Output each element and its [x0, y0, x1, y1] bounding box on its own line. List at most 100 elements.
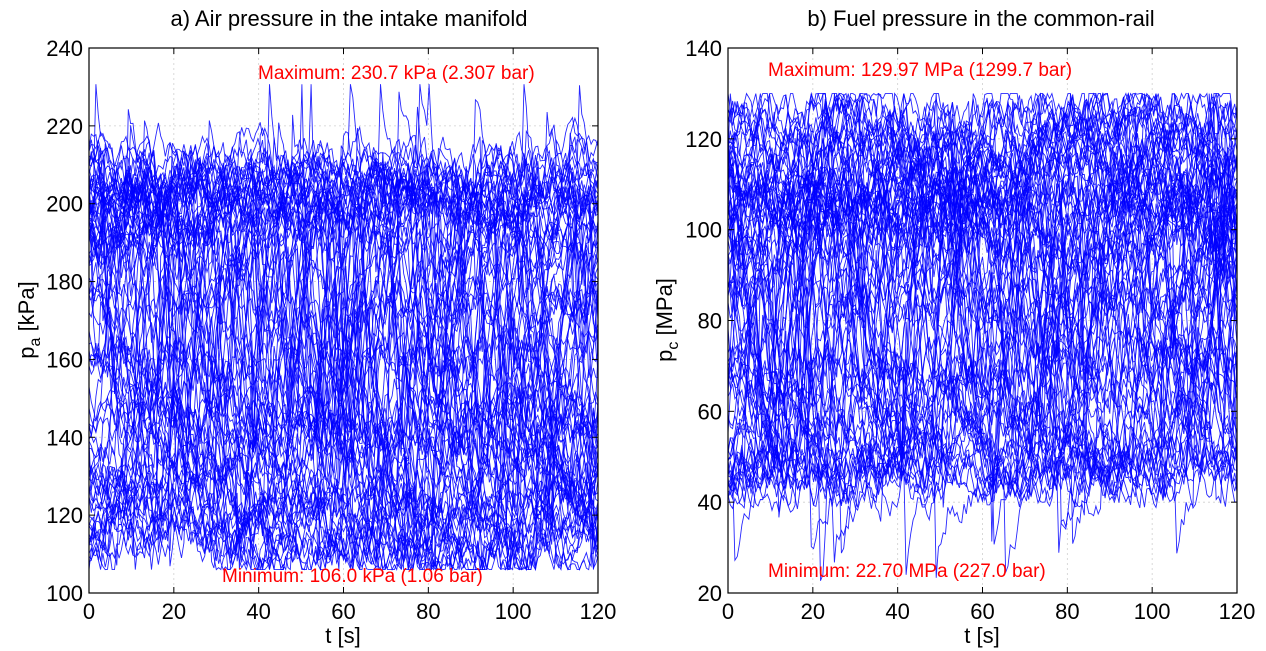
x-tick-label: 120 [580, 599, 617, 624]
pressure-trace [727, 130, 1238, 471]
pressure-trace [88, 130, 599, 540]
x-tick-label: 120 [1219, 599, 1256, 624]
x-tick-label: 100 [495, 599, 532, 624]
max-annotation: Maximum: 129.97 MPa (1299.7 bar) [768, 60, 1072, 81]
pressure-trace [727, 144, 1238, 516]
y-axis-symbol: p [14, 346, 39, 358]
pressure-trace [727, 180, 1238, 550]
pressure-trace [727, 92, 1238, 492]
pressure-trace [727, 93, 1238, 396]
x-tick-label: 40 [885, 599, 909, 624]
y-tick-label: 140 [46, 425, 83, 450]
pressure-trace [727, 101, 1238, 483]
pressure-trace [88, 153, 599, 570]
pressure-trace [88, 135, 599, 571]
y-tick-label: 160 [46, 347, 83, 372]
chart-title: a) Air pressure in the intake manifold [170, 6, 527, 31]
pressure-trace [88, 120, 599, 570]
x-tick-label: 20 [801, 599, 825, 624]
pressure-trace [727, 93, 1238, 509]
x-tick-label: 0 [722, 599, 734, 624]
pressure-trace [88, 162, 599, 460]
pressure-trace [88, 120, 599, 541]
pressure-trace [88, 122, 599, 539]
chart-title: b) Fuel pressure in the common-rail [807, 6, 1154, 31]
pressure-trace [88, 247, 599, 570]
min-annotation: Minimum: 22.70 MPa (227.0 bar) [768, 561, 1046, 582]
pressure-trace [727, 98, 1238, 503]
chart-panel-b: b) Fuel pressure in the common-rail 20 40… [652, 6, 1255, 648]
pressure-trace [727, 92, 1238, 468]
pressure-trace [727, 118, 1238, 485]
pressure-trace [88, 130, 599, 537]
pressure-trace [88, 189, 599, 541]
pressure-trace [727, 219, 1238, 517]
y-tick-label: 120 [685, 127, 722, 152]
pressure-trace [88, 151, 599, 521]
trace-group [88, 84, 599, 572]
y-axis-label: pa [kPa] [14, 281, 44, 358]
y-axis-subscript: a [27, 337, 44, 346]
y-tick-label: 200 [46, 192, 83, 217]
pressure-trace [727, 93, 1238, 578]
min-annotation: Minimum: 106.0 kPa (1.06 bar) [222, 566, 483, 587]
pressure-trace [727, 133, 1238, 508]
x-tick-label: 60 [331, 599, 355, 624]
max-annotation: Maximum: 230.7 kPa (2.307 bar) [258, 63, 535, 84]
pressure-trace [88, 84, 599, 571]
pressure-trace [727, 93, 1238, 506]
pressure-trace [88, 173, 599, 498]
pressure-trace [88, 84, 599, 294]
pressure-trace [727, 116, 1238, 531]
pressure-trace [88, 308, 599, 564]
pressure-trace [727, 127, 1238, 446]
pressure-trace [88, 149, 599, 493]
y-axis-symbol: p [652, 350, 677, 362]
pressure-trace [727, 101, 1238, 563]
y-tick-label: 120 [46, 503, 83, 528]
y-tick-label: 60 [698, 399, 722, 424]
pressure-trace [727, 126, 1238, 522]
pressure-trace [88, 134, 599, 562]
pressure-trace [88, 211, 599, 457]
pressure-trace [88, 201, 599, 570]
pressure-trace [727, 158, 1238, 437]
pressure-trace [727, 93, 1238, 400]
pressure-trace [727, 129, 1238, 469]
x-tick-label: 20 [162, 599, 186, 624]
x-tick-label: 100 [1134, 599, 1171, 624]
y-tick-label: 40 [698, 490, 722, 515]
y-ticks: 20 40 60 80 100 120 140 [685, 36, 1237, 606]
pressure-trace [88, 171, 599, 560]
y-tick-label: 20 [698, 581, 722, 606]
pressure-trace [88, 127, 599, 555]
x-tick-label: 80 [416, 599, 440, 624]
pressure-trace [88, 127, 599, 557]
pressure-trace [88, 147, 599, 570]
y-axis-unit: [MPa] [652, 278, 677, 342]
pressure-trace [727, 103, 1238, 459]
y-tick-label: 180 [46, 270, 83, 295]
pressure-trace [88, 133, 599, 571]
pressure-trace [727, 167, 1238, 507]
x-tick-label: 0 [83, 599, 95, 624]
pressure-trace [727, 93, 1238, 467]
y-tick-label: 100 [685, 218, 722, 243]
pressure-trace [727, 147, 1238, 581]
pressure-trace [88, 184, 599, 530]
pressure-trace [88, 259, 599, 570]
y-ticks: 100 120 140 160 180 200 220 240 [46, 36, 598, 606]
pressure-trace [727, 118, 1238, 475]
y-tick-label: 80 [698, 309, 722, 334]
y-axis-subscript: c [665, 342, 682, 350]
trace-group [727, 91, 1238, 581]
pressure-trace [88, 218, 599, 571]
pressure-trace [727, 141, 1238, 482]
pressure-trace [727, 136, 1238, 462]
pressure-trace [88, 84, 599, 570]
pressure-trace [727, 98, 1238, 509]
pressure-trace [88, 84, 599, 570]
pressure-trace [88, 170, 599, 561]
pressure-trace [88, 192, 599, 572]
